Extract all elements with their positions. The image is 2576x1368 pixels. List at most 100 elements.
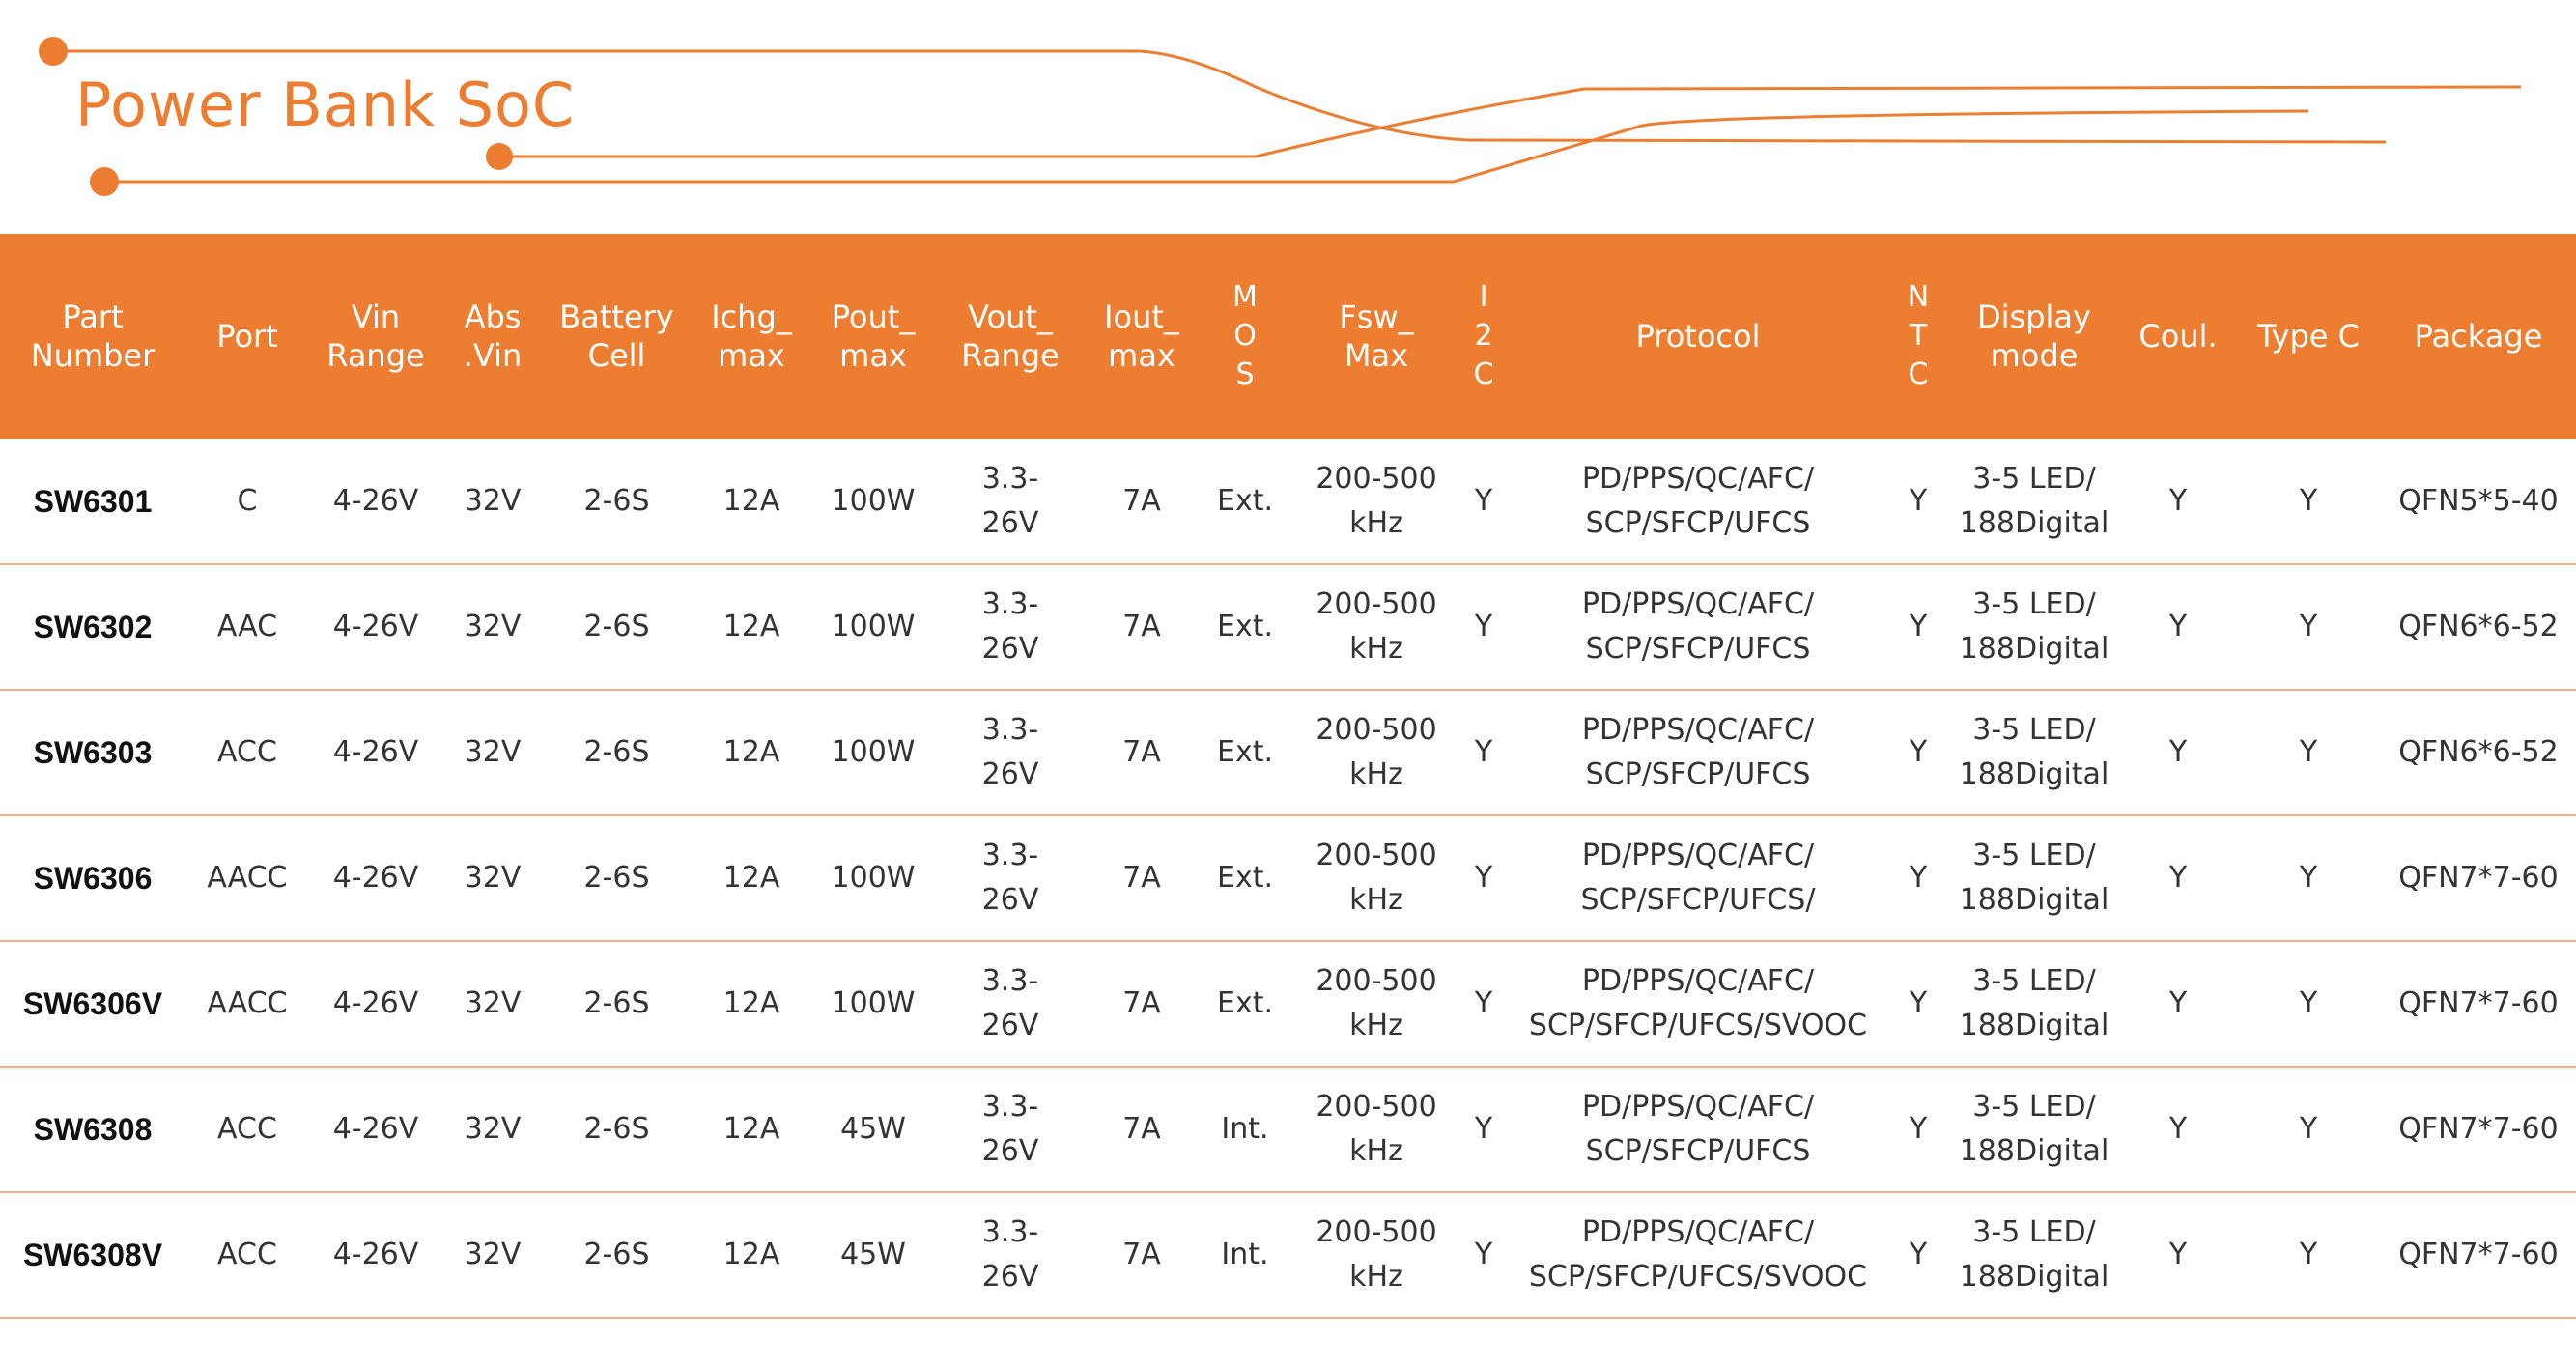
cell-display-mode: 3-5 LED/ 188Digital bbox=[1959, 587, 2109, 666]
cell-mos: Int. bbox=[1221, 1238, 1269, 1271]
cell-battery-cell: 2-6S bbox=[583, 1112, 650, 1146]
cell-port: AACC bbox=[207, 861, 288, 895]
cell-pout-max: 100W bbox=[831, 735, 916, 769]
col-header-coul: Coul. bbox=[2138, 318, 2218, 355]
cell-vout-range: 3.3- 26V bbox=[981, 1090, 1039, 1168]
cell-coul: Y bbox=[2168, 610, 2188, 643]
cell-mos: Ext. bbox=[1216, 861, 1273, 895]
cell-i2c: Y bbox=[1474, 483, 1493, 518]
spec-table: Part Number Port Vin Range Abs .Vin Batt… bbox=[0, 234, 2576, 1319]
table-header-row: Part Number Port Vin Range Abs .Vin Batt… bbox=[0, 234, 2576, 439]
cell-battery-cell: 2-6S bbox=[583, 483, 650, 518]
cell-pout-max: 100W bbox=[831, 986, 916, 1020]
cell-package: QFN7*7-60 bbox=[2398, 986, 2559, 1020]
cell-vout-range: 3.3- 26V bbox=[981, 587, 1039, 666]
col-header-mos: M O S bbox=[1232, 280, 1258, 391]
cell-fsw-max: 200-500 kHz bbox=[1316, 964, 1437, 1042]
cell-battery-cell: 2-6S bbox=[583, 1238, 650, 1271]
cell-i2c: Y bbox=[1474, 1112, 1493, 1146]
cell-pout-max: 45W bbox=[840, 1112, 906, 1146]
cell-display-mode: 3-5 LED/ 188Digital bbox=[1959, 839, 2109, 917]
cell-abs-vin: 32V bbox=[464, 1112, 522, 1146]
cell-type-c: Y bbox=[2299, 610, 2318, 643]
cell-fsw-max: 200-500 kHz bbox=[1316, 1215, 1437, 1294]
cell-ichg-max: 12A bbox=[722, 861, 780, 895]
cell-i2c: Y bbox=[1474, 735, 1493, 769]
cell-pout-max: 100W bbox=[831, 861, 916, 895]
cell-pout-max: 100W bbox=[831, 610, 916, 643]
cell-ichg-max: 12A bbox=[722, 986, 780, 1020]
cell-vin-range: 4-26V bbox=[332, 610, 419, 643]
col-header-iout-max: Iout_ max bbox=[1104, 299, 1179, 374]
cell-ichg-max: 12A bbox=[722, 735, 780, 769]
cell-pout-max: 45W bbox=[840, 1238, 906, 1271]
cell-coul: Y bbox=[2168, 986, 2188, 1020]
cell-i2c: Y bbox=[1474, 1238, 1493, 1271]
col-header-fsw-max: Fsw_ Max bbox=[1339, 299, 1414, 374]
col-header-ichg-max: Ichg_ max bbox=[711, 299, 792, 374]
cell-part-number: SW6306V bbox=[22, 986, 163, 1021]
cell-type-c: Y bbox=[2299, 1238, 2318, 1271]
cell-display-mode: 3-5 LED/ 188Digital bbox=[1959, 713, 2109, 791]
cell-type-c: Y bbox=[2299, 735, 2318, 769]
cell-package: QFN6*6-52 bbox=[2398, 735, 2559, 769]
cell-vout-range: 3.3- 26V bbox=[981, 461, 1039, 540]
header-banner: Power Bank SoC bbox=[0, 0, 2576, 232]
cell-ichg-max: 12A bbox=[722, 610, 780, 643]
cell-iout-max: 7A bbox=[1122, 610, 1161, 643]
cell-iout-max: 7A bbox=[1122, 861, 1161, 895]
cell-coul: Y bbox=[2168, 861, 2188, 895]
cell-battery-cell: 2-6S bbox=[583, 610, 650, 643]
cell-port: ACC bbox=[217, 1238, 277, 1271]
cell-coul: Y bbox=[2168, 1238, 2188, 1271]
cell-part-number: SW6308V bbox=[22, 1238, 163, 1272]
cell-protocol: PD/PPS/QC/AFC/ SCP/SFCP/UFCS bbox=[1581, 587, 1815, 666]
cell-vout-range: 3.3- 26V bbox=[981, 1215, 1039, 1294]
cell-port: AAC bbox=[216, 610, 278, 643]
cell-iout-max: 7A bbox=[1122, 1238, 1161, 1271]
col-header-vout-range: Vout_ Range bbox=[961, 299, 1060, 374]
cell-type-c: Y bbox=[2299, 483, 2318, 518]
cell-iout-max: 7A bbox=[1122, 483, 1161, 518]
cell-i2c: Y bbox=[1474, 610, 1493, 643]
cell-fsw-max: 200-500 kHz bbox=[1316, 1090, 1437, 1168]
cell-port: ACC bbox=[217, 1112, 277, 1146]
cell-i2c: Y bbox=[1474, 861, 1493, 895]
cell-mos: Ext. bbox=[1216, 735, 1273, 769]
cell-package: QFN7*7-60 bbox=[2398, 861, 2559, 895]
dot-decoration bbox=[90, 167, 119, 196]
cell-protocol: PD/PPS/QC/AFC/ SCP/SFCP/UFCS bbox=[1581, 461, 1815, 540]
cell-port: C bbox=[237, 483, 258, 518]
cell-coul: Y bbox=[2168, 1112, 2188, 1146]
cell-fsw-max: 200-500 kHz bbox=[1316, 461, 1437, 540]
cell-vin-range: 4-26V bbox=[332, 483, 419, 518]
cell-part-number: SW6306 bbox=[33, 861, 153, 896]
cell-abs-vin: 32V bbox=[464, 483, 522, 518]
cell-i2c: Y bbox=[1474, 986, 1493, 1020]
dot-decoration bbox=[486, 143, 513, 170]
cell-coul: Y bbox=[2168, 735, 2188, 769]
cell-part-number: SW6301 bbox=[33, 483, 153, 519]
cell-battery-cell: 2-6S bbox=[583, 986, 650, 1020]
col-header-i2c: I 2 C bbox=[1473, 280, 1494, 391]
cell-type-c: Y bbox=[2299, 1112, 2318, 1146]
cell-protocol: PD/PPS/QC/AFC/ SCP/SFCP/UFCS bbox=[1581, 1090, 1815, 1168]
cell-abs-vin: 32V bbox=[464, 1238, 522, 1271]
circuit-lines-decoration bbox=[39, 37, 2522, 196]
table-row: SW6308V ACC 4-26V 32V 2-6S 12A 45W 3.3- 26V 7A In… bbox=[0, 1192, 2576, 1318]
cell-display-mode: 3-5 LED/ 188Digital bbox=[1959, 1090, 2109, 1168]
cell-package: QFN6*6-52 bbox=[2398, 610, 2559, 643]
table-row: SW6306V AACC 4-26V 32V 2-6S 12A 100W 3.3- 26V 7A… bbox=[0, 941, 2576, 1067]
cell-protocol: PD/PPS/QC/AFC/ SCP/SFCP/UFCS bbox=[1581, 713, 1815, 791]
table-row: SW6301 C 4-26V 32V 2-6S 12A 100W 3.3- 26V 7A Ext.… bbox=[0, 439, 2576, 564]
cell-display-mode: 3-5 LED/ 188Digital bbox=[1959, 964, 2109, 1042]
col-header-type-c: Type C bbox=[2256, 318, 2360, 355]
cell-ntc: Y bbox=[1909, 1238, 1928, 1271]
col-header-part-number: Part Number bbox=[30, 299, 156, 374]
cell-fsw-max: 200-500 kHz bbox=[1316, 713, 1437, 791]
page-title: Power Bank SoC bbox=[75, 70, 576, 140]
cell-vout-range: 3.3- 26V bbox=[981, 964, 1039, 1042]
col-header-abs-vin: Abs .Vin bbox=[463, 299, 523, 374]
cell-display-mode: 3-5 LED/ 188Digital bbox=[1959, 461, 2109, 540]
cell-abs-vin: 32V bbox=[464, 986, 522, 1020]
